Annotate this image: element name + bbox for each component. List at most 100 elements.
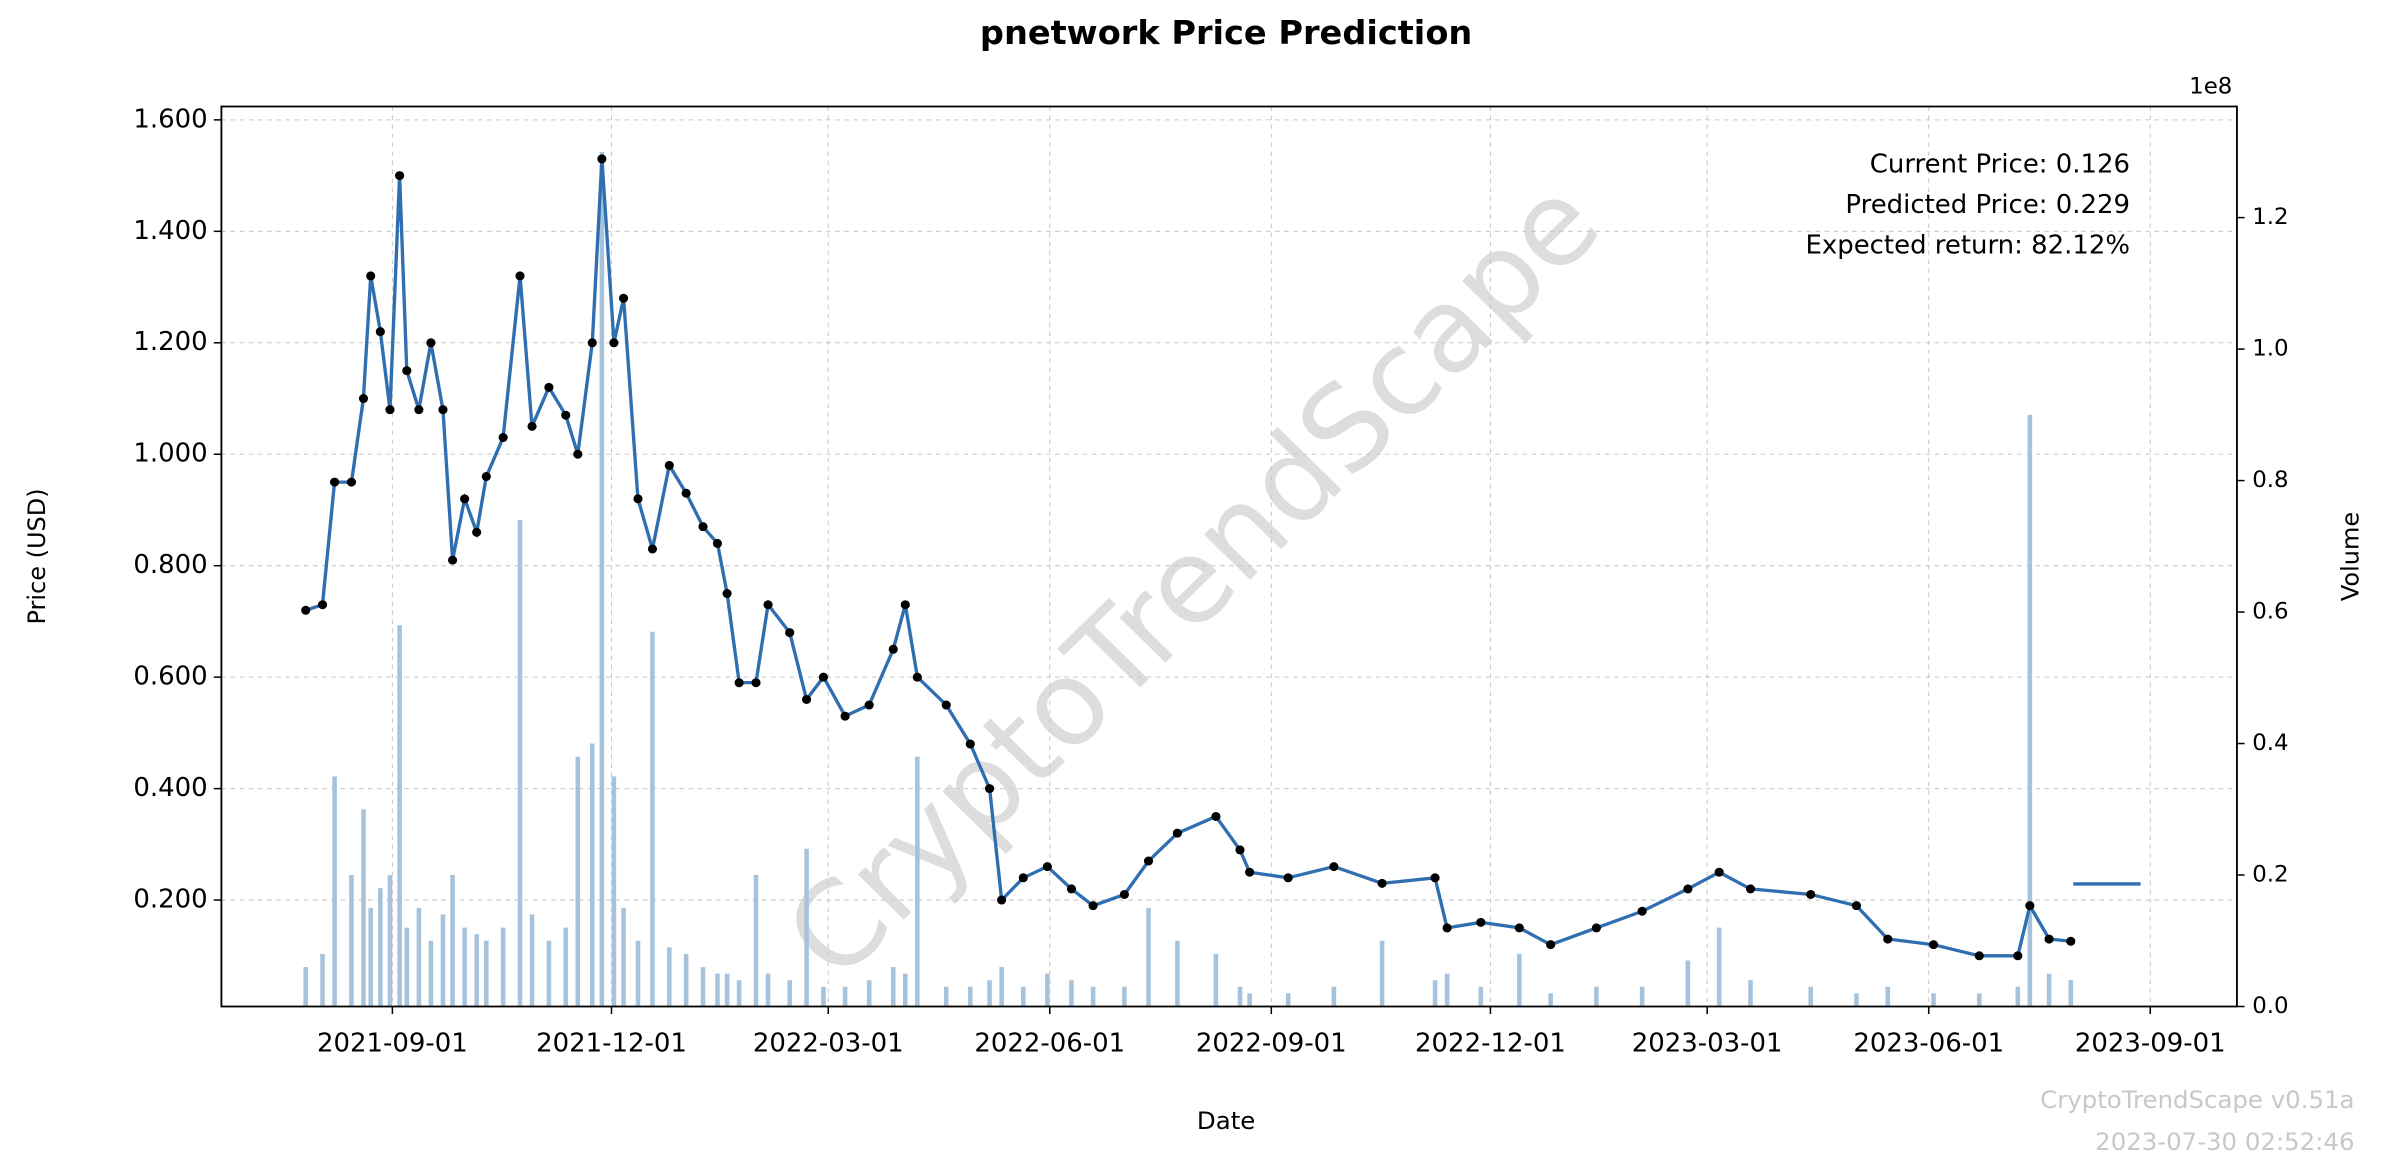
volume-bar bbox=[546, 940, 552, 1007]
price-point bbox=[573, 449, 583, 459]
volume-bar bbox=[635, 940, 641, 1007]
volume-bar bbox=[890, 967, 896, 1007]
volume-bar bbox=[1517, 953, 1522, 1007]
price-point bbox=[472, 527, 482, 537]
price-point bbox=[609, 338, 619, 348]
y-tick-label: 0.800 bbox=[133, 550, 207, 580]
price-point bbox=[1806, 889, 1816, 899]
price-point bbox=[633, 494, 643, 504]
price-point bbox=[1211, 811, 1221, 821]
x-tick-label: 2022-09-01 bbox=[1196, 1029, 1347, 1059]
volume-bar bbox=[517, 520, 523, 1007]
price-point bbox=[864, 700, 874, 710]
price-point bbox=[317, 600, 328, 610]
price-point bbox=[681, 488, 691, 498]
price-point bbox=[426, 338, 436, 348]
y2-tick-label: 0.8 bbox=[2252, 467, 2288, 493]
volume-bar bbox=[1331, 986, 1337, 1007]
footer: CryptoTrendScape v0.51a bbox=[2040, 1086, 2354, 1114]
volume-bar bbox=[368, 907, 373, 1007]
price-point bbox=[1637, 906, 1647, 916]
volume-bar bbox=[902, 973, 908, 1007]
volume-bar bbox=[700, 967, 706, 1007]
volume-bar bbox=[589, 743, 595, 1007]
y-tick-label: 1.200 bbox=[133, 327, 207, 357]
price-point bbox=[1018, 873, 1028, 883]
price-point bbox=[1143, 856, 1154, 866]
price-point bbox=[1245, 867, 1255, 877]
price-point bbox=[1591, 923, 1601, 933]
volume-bar bbox=[563, 927, 569, 1007]
y2-tick-label: 0.4 bbox=[2252, 730, 2288, 756]
x-tick-label: 2023-03-01 bbox=[1632, 1029, 1783, 1059]
volume-bar bbox=[683, 953, 689, 1007]
price-point bbox=[385, 405, 395, 415]
volume-bar bbox=[349, 875, 354, 1007]
volume-bar bbox=[500, 927, 506, 1007]
price-point bbox=[2066, 936, 2076, 946]
volume-bar bbox=[1748, 980, 1753, 1007]
volume-bar bbox=[1146, 907, 1151, 1007]
volume-bar bbox=[397, 625, 402, 1007]
price-point bbox=[301, 605, 311, 615]
price-point bbox=[1851, 901, 1862, 911]
volume-bar bbox=[1020, 986, 1026, 1007]
price-point bbox=[647, 544, 658, 554]
volume-bar bbox=[387, 875, 393, 1007]
y2-axis-label: Volume bbox=[2336, 512, 2364, 601]
footer: 2023-07-30 02:52:46 bbox=[2095, 1128, 2354, 1156]
x-tick-label: 2022-06-01 bbox=[974, 1029, 1125, 1059]
volume-bar bbox=[968, 986, 973, 1007]
volume-bar bbox=[1247, 993, 1252, 1007]
price-point bbox=[618, 293, 629, 303]
price-point bbox=[1430, 873, 1440, 883]
volume-bar bbox=[753, 875, 759, 1007]
volume-bar bbox=[667, 947, 672, 1007]
price-point bbox=[1928, 940, 1939, 950]
volume-bar bbox=[529, 914, 535, 1007]
volume-bar bbox=[1548, 993, 1553, 1007]
price-point bbox=[395, 171, 405, 181]
price-point bbox=[818, 672, 828, 682]
y-tick-label: 1.400 bbox=[133, 216, 207, 246]
annotation: Current Price: 0.126 bbox=[1870, 150, 2130, 180]
price-point bbox=[346, 477, 357, 487]
volume-bar bbox=[821, 986, 826, 1007]
price-point bbox=[1714, 867, 1724, 877]
volume-bar bbox=[1854, 993, 1859, 1007]
y-tick-label: 0.200 bbox=[133, 885, 207, 915]
price-point bbox=[1514, 923, 1524, 933]
price-point bbox=[734, 678, 744, 688]
y-tick-label: 0.600 bbox=[133, 662, 207, 692]
x-tick-label: 2022-03-01 bbox=[753, 1029, 904, 1059]
price-point bbox=[698, 522, 708, 532]
price-point bbox=[1119, 889, 1130, 899]
volume-bar bbox=[1685, 960, 1691, 1007]
x-tick-label: 2022-12-01 bbox=[1415, 1029, 1566, 1059]
price-point bbox=[544, 382, 554, 392]
volume-bar bbox=[765, 973, 771, 1007]
price-point bbox=[414, 405, 424, 415]
plot-frame bbox=[220, 105, 2238, 1008]
volume-bar bbox=[320, 953, 325, 1007]
price-point bbox=[587, 338, 597, 348]
price-point bbox=[2025, 901, 2035, 911]
volume-bar bbox=[866, 980, 872, 1007]
price-point bbox=[712, 538, 723, 548]
volume-bar bbox=[1432, 980, 1438, 1007]
volume-bar bbox=[987, 980, 992, 1007]
y2-tick-label: 0.0 bbox=[2252, 993, 2288, 1019]
price-point bbox=[481, 472, 491, 482]
volume-bar bbox=[842, 986, 848, 1007]
price-point bbox=[801, 694, 812, 704]
volume-bar bbox=[378, 888, 383, 1007]
price-point bbox=[1088, 901, 1098, 911]
volume-bar bbox=[1716, 927, 1722, 1007]
price-point bbox=[1476, 917, 1486, 927]
volume-bar bbox=[404, 927, 410, 1007]
volume-bar bbox=[1444, 973, 1450, 1007]
annotation: Expected return: 82.12% bbox=[1805, 231, 2130, 261]
x-tick-label: 2023-09-01 bbox=[2075, 1029, 2226, 1059]
price-point bbox=[997, 895, 1007, 905]
